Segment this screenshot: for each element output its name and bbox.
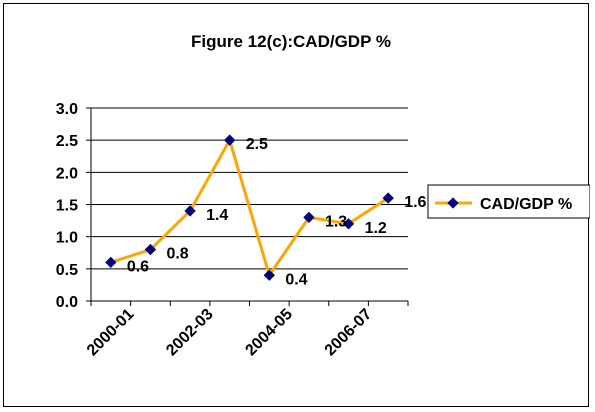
y-tick-label: 1.5: [56, 198, 78, 215]
axes: [90, 108, 409, 306]
data-label: 0.8: [166, 246, 188, 263]
data-point-marker: [144, 243, 157, 256]
data-point-marker: [382, 192, 394, 204]
chart-title: Figure 12(c):CAD/GDP %: [191, 32, 391, 51]
data-point-marker: [105, 256, 117, 269]
y-tick-label: 1.0: [56, 230, 78, 247]
x-tick-label: 2002-03: [163, 306, 217, 360]
x-tick-label: 2004-05: [242, 306, 296, 360]
data-label: 0.6: [127, 258, 149, 275]
legend-label-clip: CAD/GDP %: [480, 196, 572, 213]
data-label: 1.2: [365, 220, 387, 237]
x-axis-tick-labels: 2000-01 2002-03 2004-05 2006-07: [84, 306, 375, 360]
y-tick-label: 2.5: [56, 133, 78, 150]
legend: CAD/GDP %: [427, 184, 590, 219]
legend-label: CAD/GDP %: [480, 196, 572, 213]
line-chart: Figure 12(c):CAD/GDP % 0.0 0.5 1.0 1.5 2.0 2.…: [56, 32, 590, 360]
chart-frame: Figure 12(c):CAD/GDP % 0.0 0.5 1.0 1.5 2.0 2.…: [3, 3, 590, 407]
data-point-marker: [342, 218, 355, 230]
data-labels: 0.6 0.8 1.4 2.5 0.4 1.3 1.2 1.6: [127, 136, 427, 288]
data-point-marker: [184, 205, 196, 217]
data-point-marker: [224, 134, 236, 146]
series-cad-gdp: [105, 134, 394, 281]
x-tick-label: 2006-07: [322, 306, 376, 360]
data-label: 0.4: [285, 271, 307, 288]
data-label: 1.6: [404, 194, 426, 211]
y-tick-label: 0.0: [56, 294, 78, 311]
y-tick-label: 3.0: [56, 101, 78, 118]
data-label: 2.5: [246, 136, 268, 153]
y-axis-tick-labels: 0.0 0.5 1.0 1.5 2.0 2.5 3.0: [56, 101, 78, 311]
x-tick-label: 2000-01: [84, 306, 138, 360]
data-point-marker: [303, 211, 315, 224]
data-label: 1.3: [325, 213, 347, 230]
series-line: [110, 138, 390, 277]
data-point-marker: [263, 269, 275, 281]
data-label: 1.4: [206, 207, 228, 224]
legend-marker-swatch: [447, 197, 459, 209]
y-tick-label: 0.5: [56, 262, 78, 279]
y-tick-label: 2.0: [56, 165, 78, 182]
